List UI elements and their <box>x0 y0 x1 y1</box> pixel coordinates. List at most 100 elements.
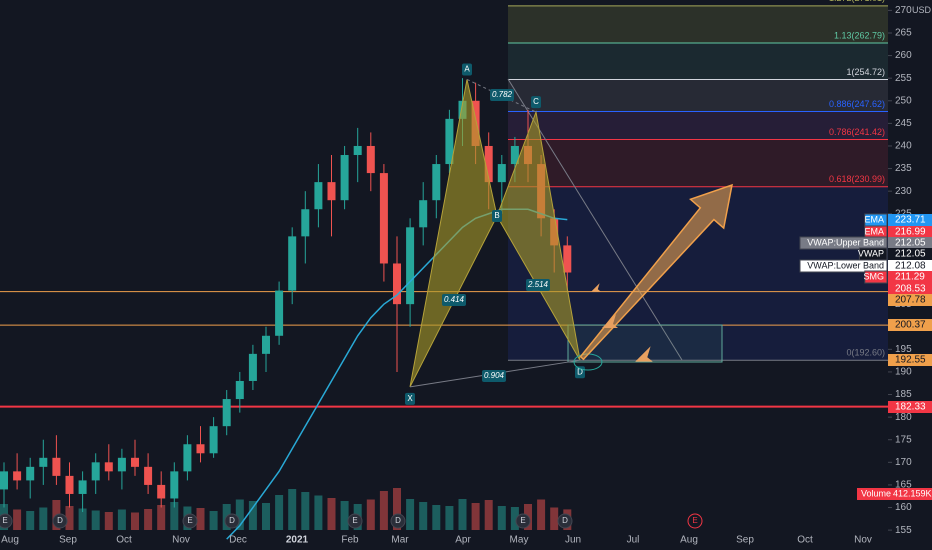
y-tick-label: 155 <box>895 525 912 536</box>
ratio-label: 0.414 <box>444 295 465 304</box>
price-tag-value: 212.05 <box>895 238 926 249</box>
x-tick-label: Sep <box>59 535 77 546</box>
event-label: E <box>692 516 697 525</box>
x-tick-label: Mar <box>391 535 409 546</box>
volume-bar <box>393 488 401 530</box>
volume-bar <box>484 500 493 530</box>
ratio-label: 0.904 <box>484 371 505 380</box>
volume-bar <box>314 495 323 530</box>
y-tick-label: 165 <box>895 480 912 491</box>
fib-band <box>508 42 888 80</box>
volume-tag <box>857 488 932 500</box>
price-tag-name-box <box>799 236 888 250</box>
volume-bar <box>497 506 506 530</box>
price-tag <box>888 354 932 366</box>
candle-body <box>419 200 428 228</box>
y-tick-label: 175 <box>895 434 912 445</box>
candle-body <box>104 462 113 472</box>
event-marker <box>52 513 68 529</box>
candle-body <box>196 444 205 454</box>
y-tick-label: 240 <box>895 141 912 152</box>
candle-body <box>288 236 297 291</box>
candle-body <box>235 380 244 400</box>
volume-bar <box>104 512 113 530</box>
price-tag-name: VWAP <box>858 248 884 258</box>
volume-bar <box>209 511 218 530</box>
event-marker <box>0 513 13 529</box>
x-tick-label: May <box>510 535 529 546</box>
volume-bar <box>445 506 454 530</box>
candle-body <box>393 263 401 305</box>
volume-tag-name: Volume <box>861 488 891 498</box>
fib-label: 0.886(247.62) <box>829 99 885 109</box>
price-tag-name: VWAP:Upper Band <box>807 237 884 247</box>
event-label: E <box>520 516 525 525</box>
price-tag-name-box <box>799 259 888 273</box>
y-tick-label: 190 <box>895 367 912 378</box>
y-tick-label: 170 <box>895 457 912 468</box>
price-tag-value: 212.08 <box>895 261 926 272</box>
event-marker <box>224 513 240 529</box>
candle-body <box>484 145 493 183</box>
candle-body <box>131 457 139 467</box>
price-tag-value: 200.37 <box>895 320 926 331</box>
pattern-point-box <box>405 392 415 405</box>
price-tag-value: 207.78 <box>895 295 926 306</box>
pattern-point-label: D <box>577 367 583 376</box>
candle-body <box>301 209 310 237</box>
y-tick-label: 260 <box>895 50 912 61</box>
volume-bar <box>366 499 375 530</box>
ratio-label: 0.782 <box>492 90 513 99</box>
candle-body <box>340 155 349 201</box>
candle-body <box>406 227 415 305</box>
volume-bar <box>510 507 519 530</box>
volume-bar <box>432 505 441 530</box>
candle-body <box>157 484 166 499</box>
price-tag-name-box <box>864 270 888 284</box>
y-tick-label: 185 <box>895 389 912 400</box>
pattern-point-label: B <box>494 211 499 220</box>
candle-body <box>262 335 270 354</box>
fib-label: 1(254.72) <box>846 67 885 77</box>
event-label: E <box>187 516 192 525</box>
fib-label: 0.618(230.99) <box>829 174 885 184</box>
x-tick-label: Nov <box>172 535 190 546</box>
candle-body <box>563 245 572 273</box>
x-tick-label: 2021 <box>286 535 309 546</box>
volume-bar <box>288 489 297 530</box>
pattern-point-label: X <box>407 394 413 403</box>
price-tag <box>888 260 932 272</box>
volume-bar <box>65 506 74 530</box>
y-tick-label: 160 <box>895 502 912 513</box>
volume-bar <box>39 507 48 530</box>
x-tick-label: Aug <box>1 535 19 546</box>
price-tag <box>888 401 932 413</box>
forecast-arrow <box>579 183 733 361</box>
event-label: D <box>395 516 401 525</box>
volume-bar <box>471 503 480 530</box>
candle-body <box>379 173 388 264</box>
y-tick-label: 230 <box>895 186 912 197</box>
candle-body <box>222 399 231 427</box>
candle-body <box>13 471 22 481</box>
fib-label: 0(192.60) <box>846 348 885 358</box>
price-tag-name: EMA <box>864 214 884 224</box>
x-tick-label: Aug <box>680 535 698 546</box>
event-label: E <box>2 516 7 525</box>
volume-bar <box>131 512 139 530</box>
price-tag-name: SMG <box>863 271 884 281</box>
pattern-point-box <box>462 63 472 76</box>
currency-label: USD <box>912 5 932 15</box>
candle-body <box>91 462 100 481</box>
event-label: D <box>57 516 63 525</box>
candle-body <box>353 145 362 156</box>
price-tag <box>888 237 932 249</box>
candle-body <box>39 457 48 467</box>
fib-band <box>508 139 888 187</box>
event-marker <box>182 513 198 529</box>
volume-bar <box>327 498 336 530</box>
candle-body <box>510 145 519 165</box>
event-label: E <box>352 516 357 525</box>
price-tag-name: VWAP:Lower Band <box>807 260 884 270</box>
